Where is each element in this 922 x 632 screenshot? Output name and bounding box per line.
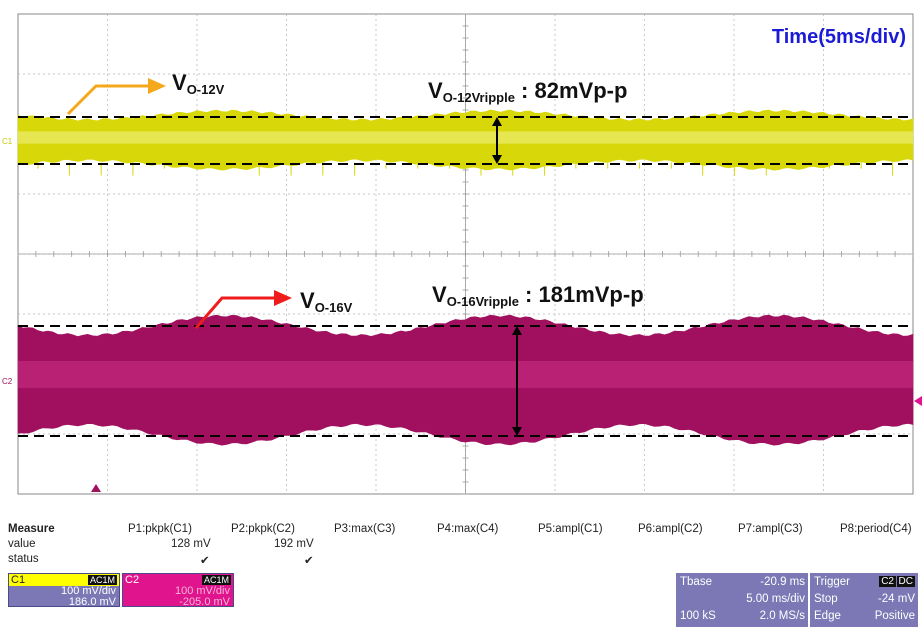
callout-arrow-v16 (194, 296, 276, 329)
channel-marker-c1: C1 (2, 137, 13, 146)
status-check-icon: ✔ (200, 555, 210, 567)
timebase-rate: 2.0 MS/s (759, 610, 805, 622)
trigger-level-marker (914, 396, 922, 406)
channel-c2-offset: -205.0 mV (179, 596, 230, 607)
channel-c2-scale: 100 mV/div (174, 585, 230, 597)
time-division-label: Time(5ms/div) (771, 26, 906, 48)
waveform-core-V_O-12V (18, 131, 913, 144)
param-name[interactable]: P1:pkpk(C1) (128, 523, 192, 535)
measure-title: Measure (8, 523, 55, 535)
param-name[interactable]: P5:ampl(C1) (538, 523, 603, 535)
channel-c1-label: C1 (11, 574, 26, 586)
label-v16: VO-16V (300, 288, 353, 315)
value-row-label: value (8, 538, 36, 550)
waveform-core-V_O-16V (18, 360, 913, 389)
param-name[interactable]: P3:max(C3) (334, 523, 396, 535)
oscilloscope-screen: C1 C2 (2, 13, 922, 495)
channel-c2-body: 100 mV/div -205.0 mV (123, 585, 233, 607)
channel-c2-label: C2 (125, 574, 140, 586)
channel-c1-box[interactable]: C1 AC1M 100 mV/div 186.0 mV (8, 573, 120, 607)
trigger-coupling: DC (896, 576, 915, 587)
trigger-type: Edge (814, 610, 841, 622)
trigger-mode: Stop (814, 593, 838, 605)
callout-arrowhead-v12 (148, 78, 166, 94)
param-name[interactable]: P7:ampl(C3) (738, 523, 803, 535)
param-name[interactable]: P2:pkpk(C2) (231, 523, 295, 535)
label-ripple12: VO-12Vripple : 82mVp-p (428, 78, 628, 105)
timebase-label: Tbase (680, 576, 712, 588)
measure-panel: Measure P1:pkpk(C1) P2:pkpk(C2) P3:max(C… (8, 523, 920, 568)
callout-arrow-v12 (66, 84, 150, 116)
channel-c1-coupling: AC1M (87, 575, 117, 585)
param-name[interactable]: P4:max(C4) (437, 523, 499, 535)
ripple12-span-arrow-head-down (492, 155, 502, 164)
trigger-box[interactable]: Trigger C2 DC Stop -24 mV Edge Positive (810, 573, 918, 627)
status-row-label: status (8, 553, 39, 565)
ripple12-span-arrow-head-up (492, 117, 502, 126)
timebase-delay: -20.9 ms (760, 576, 805, 588)
timebase-box[interactable]: Tbase -20.9 ms 5.00 ms/div 100 kS 2.0 MS… (676, 573, 808, 627)
param-name[interactable]: P8:period(C4) (840, 523, 912, 535)
measure-value-row: value 128 mV 192 mV (8, 538, 920, 553)
channel-c2-header: C2 AC1M (123, 574, 233, 586)
timebase-samples: 100 kS (680, 610, 716, 622)
trigger-label: Trigger (814, 576, 850, 588)
channel-marker-c2: C2 (2, 377, 13, 386)
channel-c1-scale: 100 mV/div (60, 585, 116, 597)
trigger-level: -24 mV (877, 593, 915, 605)
param-value: 128 mV (171, 538, 211, 550)
measurement-markers (18, 78, 913, 437)
timebase-scale: 5.00 ms/div (746, 593, 805, 605)
channel-c1-header: C1 AC1M (9, 574, 119, 586)
channel-c1-body: 100 mV/div 186.0 mV (9, 585, 119, 607)
trigger-position-marker (91, 484, 101, 492)
label-ripple16: VO-16Vripple : 181mVp-p (432, 282, 644, 309)
channel-c1-offset: 186.0 mV (68, 596, 116, 607)
trigger-source: C2 (879, 576, 896, 587)
label-v12: VO-12V (172, 70, 225, 97)
waveform-traces: C1 C2 (2, 109, 922, 492)
measure-status-row: status ✔ ✔ (8, 553, 920, 568)
callout-arrowhead-v16 (274, 290, 292, 306)
channel-c2-coupling: AC1M (201, 575, 231, 585)
param-value: 192 mV (274, 538, 314, 550)
ripple16-span-arrow-head-up (512, 326, 522, 335)
trigger-slope: Positive (874, 610, 915, 622)
channel-c2-box[interactable]: C2 AC1M 100 mV/div -205.0 mV (122, 573, 234, 607)
param-name[interactable]: P6:ampl(C2) (638, 523, 703, 535)
status-check-icon: ✔ (304, 555, 314, 567)
ripple16-span-arrow-head-down (512, 427, 522, 436)
measure-header-row: Measure P1:pkpk(C1) P2:pkpk(C2) P3:max(C… (8, 523, 920, 538)
